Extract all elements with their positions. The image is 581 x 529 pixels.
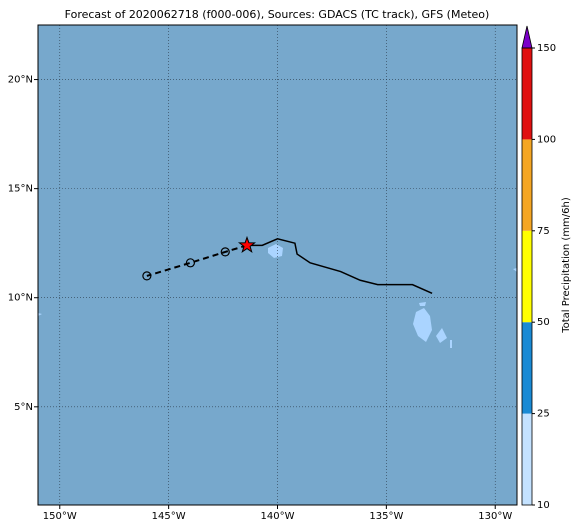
forecast-point: [220, 247, 230, 257]
colorbar-extend: [521, 25, 533, 49]
colorbar-tick-label: 75: [537, 226, 550, 237]
forecast-track: [146, 244, 248, 277]
colorbar-bin: [522, 322, 532, 414]
x-tick-label: 130°W: [478, 511, 512, 522]
island: [268, 244, 283, 258]
x-tick-label: 140°W: [261, 511, 295, 522]
colorbar-tick-label: 150: [537, 43, 556, 54]
colorbar-tick-label: 10: [537, 500, 550, 511]
island: [38, 313, 42, 316]
y-tick-label: 10°N: [8, 293, 33, 304]
islands: [38, 244, 517, 348]
map-frame: [37, 24, 518, 506]
colorbar-frame: [521, 47, 533, 506]
island: [413, 308, 432, 342]
current-position: [237, 235, 257, 254]
y-tick-label: 5°N: [14, 402, 33, 413]
colorbar-bin: [522, 230, 532, 323]
colorbar-tick-label: 25: [537, 409, 550, 420]
forecast-point: [185, 258, 196, 268]
observed-track: [247, 238, 433, 295]
colorbar-bin: [522, 139, 532, 231]
island: [436, 328, 447, 343]
x-tick-label: 145°W: [152, 511, 186, 522]
island: [450, 340, 452, 348]
y-tick-label: 20°N: [8, 75, 33, 86]
colorbar-bin: [522, 48, 532, 140]
colorbar-tick-label: 50: [537, 317, 550, 328]
colorbar-bin: [522, 413, 532, 505]
x-tick-label: 150°W: [43, 511, 77, 522]
y-tick-label: 15°N: [8, 184, 33, 195]
island: [513, 268, 517, 272]
colorbar-tick-label: 100: [537, 134, 556, 145]
forecast-point: [142, 271, 152, 281]
colorbar-label: Total Precipitation (mm/6h): [561, 197, 572, 334]
island: [419, 302, 426, 306]
x-tick-label: 135°W: [369, 511, 403, 522]
map-title: Forecast of 2020062718 (f000-006), Sourc…: [65, 8, 490, 21]
